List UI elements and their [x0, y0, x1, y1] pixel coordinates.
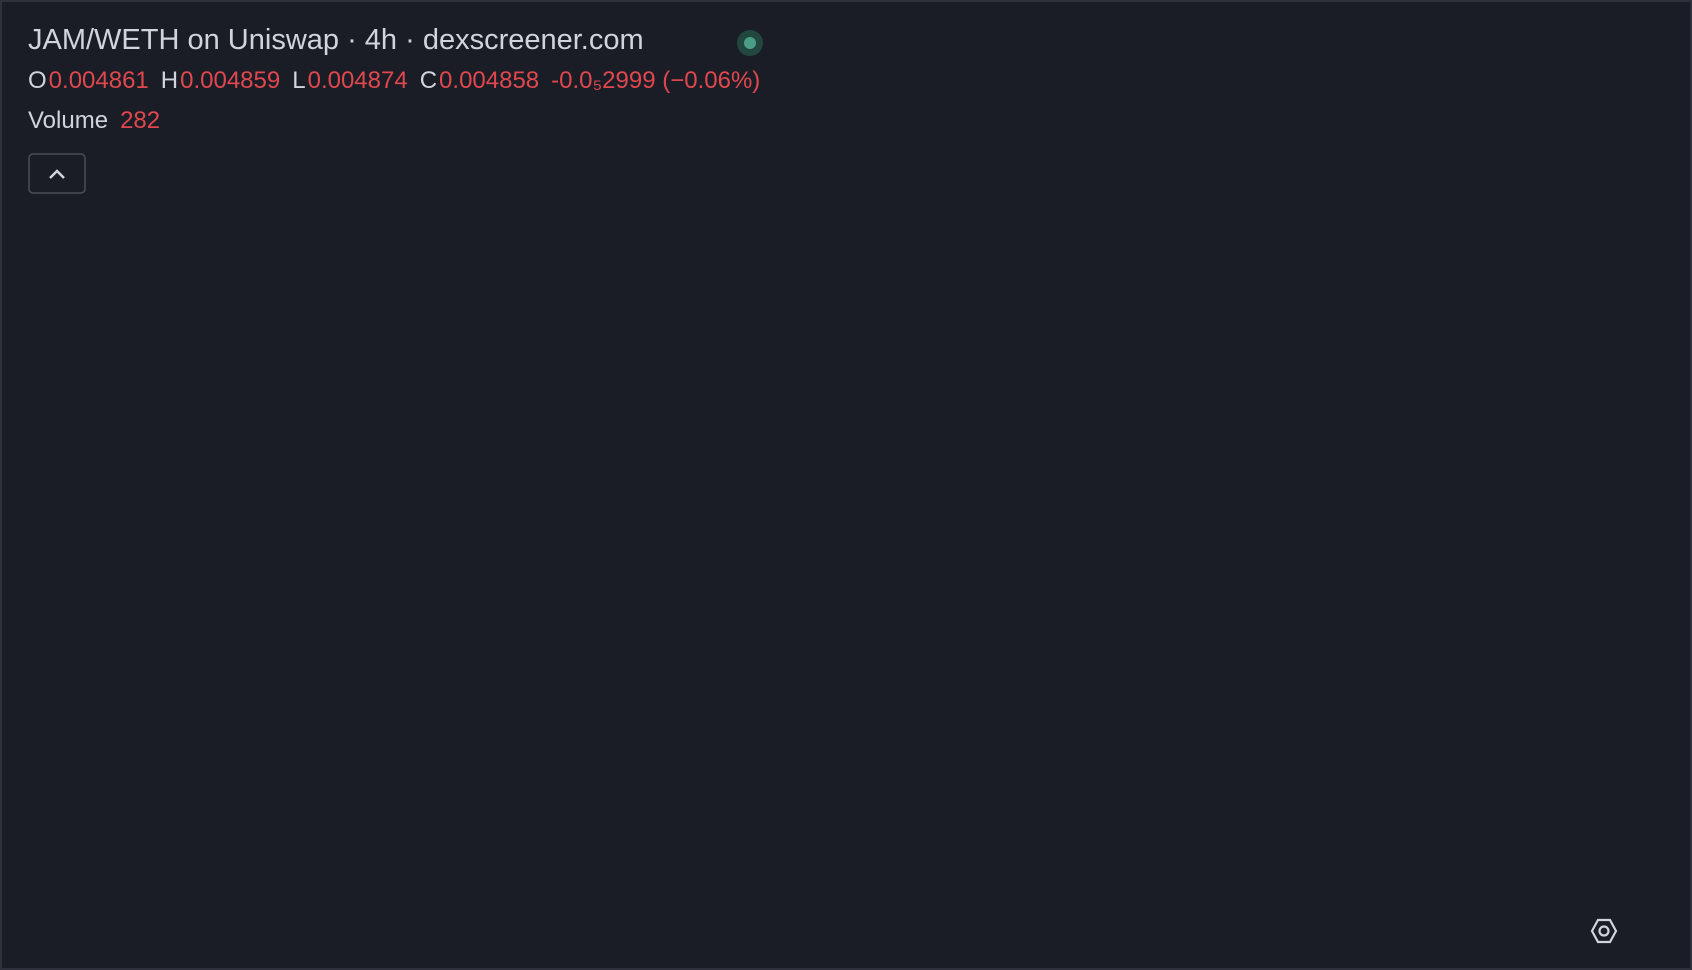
legend-header: JAM/WETH on Uniswap · 4h · dexscreener.c…: [28, 24, 772, 135]
settings-hex: [1590, 918, 1618, 944]
title-row: JAM/WETH on Uniswap · 4h · dexscreener.c…: [28, 24, 772, 57]
settings-icon[interactable]: [1590, 918, 1618, 944]
ohlc-value: 0.004861: [48, 67, 149, 94]
change-label: -0.0₅2999 (−0.06%): [551, 67, 761, 94]
volume-row: Volume 282: [28, 107, 772, 135]
chart-title: JAM/WETH on Uniswap · 4h · dexscreener.c…: [28, 24, 644, 56]
ohlc-label: C: [419, 67, 438, 94]
status-dot: [744, 37, 756, 49]
ohlc-value: 0.004858: [439, 67, 540, 94]
ohlc-row: O 0.004861 H 0.004859 L 0.004874 C 0.004858 -0.0…: [28, 67, 772, 95]
ohlc-label: O: [28, 67, 47, 94]
settings-circle: [1598, 925, 1610, 937]
ohlc-value: 0.004874: [307, 67, 408, 94]
ohlc-label: L: [292, 67, 306, 94]
collapse-button[interactable]: [28, 153, 86, 194]
volume-title: Volume: [28, 107, 109, 134]
ohlc-label: H: [160, 67, 179, 94]
volume-value: 282: [120, 107, 161, 134]
chevron-icon: [49, 169, 65, 179]
ohlc-value: 0.004859: [180, 67, 281, 94]
